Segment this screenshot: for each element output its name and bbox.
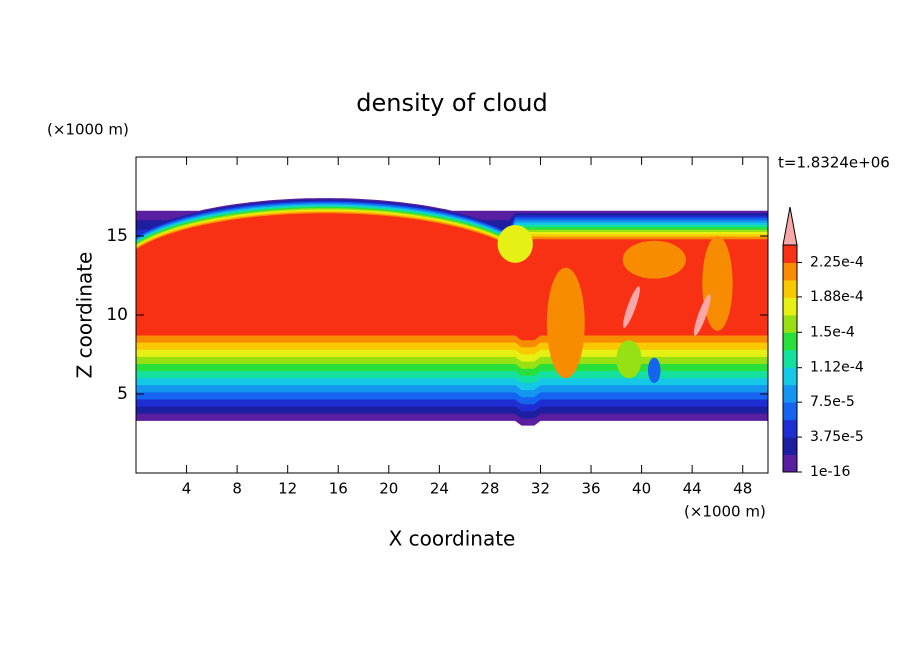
contour-region xyxy=(616,340,642,379)
colorbar-band xyxy=(783,314,797,333)
contour-region xyxy=(546,267,585,379)
x-axis-label: X coordinate xyxy=(389,527,516,551)
x-tick-label: 28 xyxy=(480,480,499,498)
y-tick-label: 5 xyxy=(117,384,128,404)
x-tick-label: 24 xyxy=(430,480,449,498)
contour-region xyxy=(622,240,686,279)
colorbar-tick-label: 1.12e-4 xyxy=(810,360,864,376)
contour-region xyxy=(623,286,640,328)
x-tick-label: 40 xyxy=(632,480,651,498)
y-unit: (×1000 m) xyxy=(47,121,129,139)
colorbar-tick-label: 1.88e-4 xyxy=(810,289,864,305)
contour-region xyxy=(497,224,533,263)
colorbar-tick-label: 1e-16 xyxy=(810,464,850,480)
contour-region xyxy=(702,236,733,331)
x-tick-label: 48 xyxy=(733,480,752,498)
colorbar-tick-label: 7.5e-5 xyxy=(810,394,855,410)
colorbar-frame xyxy=(782,244,798,473)
colorbar-band xyxy=(783,454,797,473)
colorbar-band xyxy=(783,384,797,403)
x-tick-label: 44 xyxy=(683,480,702,498)
time-label: t=1.8324e+06 xyxy=(778,154,890,172)
x-unit: (×1000 m) xyxy=(684,503,766,521)
chart-title: density of cloud xyxy=(356,89,547,117)
y-tick-label: 10 xyxy=(106,305,128,325)
contour-region xyxy=(136,213,768,341)
colorbar-tick-label: 2.25e-4 xyxy=(810,254,864,270)
colorbar-band xyxy=(783,262,797,281)
colorbar-tick-label: 3.75e-5 xyxy=(810,429,864,445)
colorbar-band xyxy=(783,332,797,351)
x-tick-label: 12 xyxy=(278,480,297,498)
y-axis-label: Z coordinate xyxy=(73,252,97,379)
axes: 4 8 12 16 20 24 28 32 36 40 44 48510151e-163.75e-57… xyxy=(106,156,864,498)
colorbar-tick-label: 1.5e-4 xyxy=(810,324,855,340)
x-tick-label: 32 xyxy=(531,480,550,498)
x-tick-label: 36 xyxy=(581,480,600,498)
colorbar-band xyxy=(783,437,797,456)
colorbar-extend xyxy=(782,206,798,246)
x-tick-label: 16 xyxy=(329,480,348,498)
colorbar-band xyxy=(783,279,797,298)
x-tick-label: 4 xyxy=(182,480,192,498)
x-tick-label: 8 xyxy=(232,480,242,498)
colorbar-band xyxy=(783,349,797,368)
x-tick-label: 20 xyxy=(379,480,398,498)
contour-region xyxy=(693,294,711,336)
colorbar-band xyxy=(783,297,797,316)
contour-region xyxy=(647,357,661,383)
colorbar-band xyxy=(783,419,797,438)
colorbar-band xyxy=(783,367,797,386)
colorbar-band xyxy=(783,402,797,421)
y-tick-label: 15 xyxy=(106,226,128,246)
contour-field xyxy=(136,198,768,426)
colorbar-band xyxy=(783,245,797,263)
